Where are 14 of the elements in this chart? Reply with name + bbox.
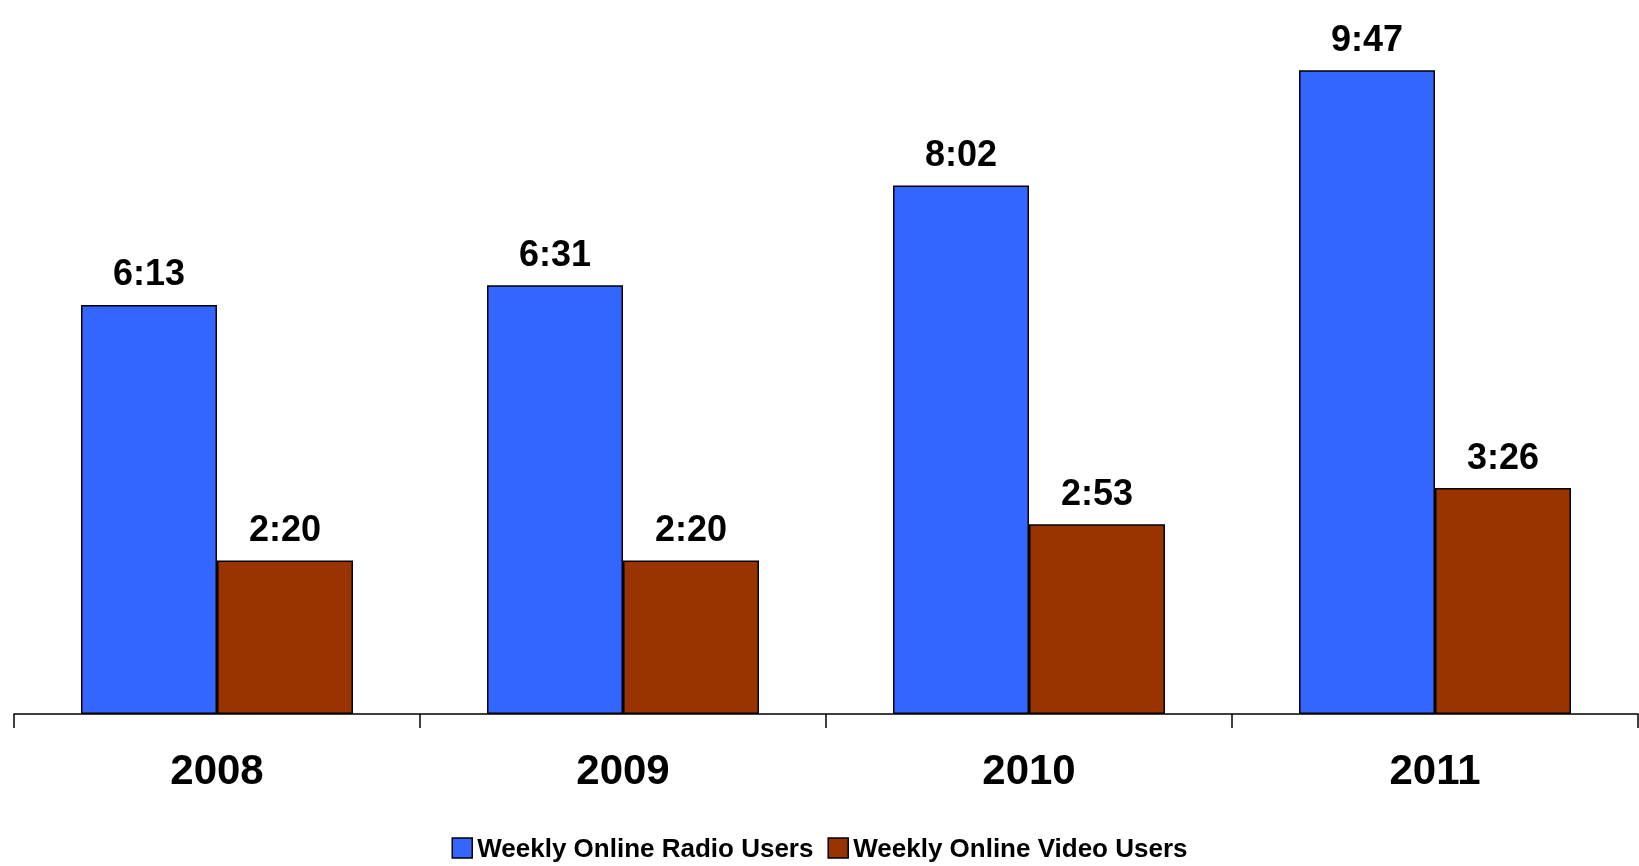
data-label: 2:20 (654, 507, 728, 549)
x-tick-label: 2008 (170, 745, 264, 793)
legend-label: Weekly Online Video Users (853, 833, 1188, 863)
x-tick-label: 2011 (1389, 745, 1481, 793)
data-label: 6:31 (518, 232, 592, 274)
x-tick-label: 2010 (982, 745, 1076, 793)
data-label: 8:02 (924, 132, 998, 174)
data-label: 2:53 (1060, 471, 1134, 513)
data-label: 9:47 (1330, 17, 1404, 59)
data-label: 3:26 (1466, 435, 1540, 477)
data-label: 2:20 (248, 507, 322, 549)
data-label: 6:13 (112, 252, 186, 294)
legend-label: Weekly Online Radio Users (477, 833, 814, 863)
x-tick-label: 2009 (576, 745, 670, 793)
